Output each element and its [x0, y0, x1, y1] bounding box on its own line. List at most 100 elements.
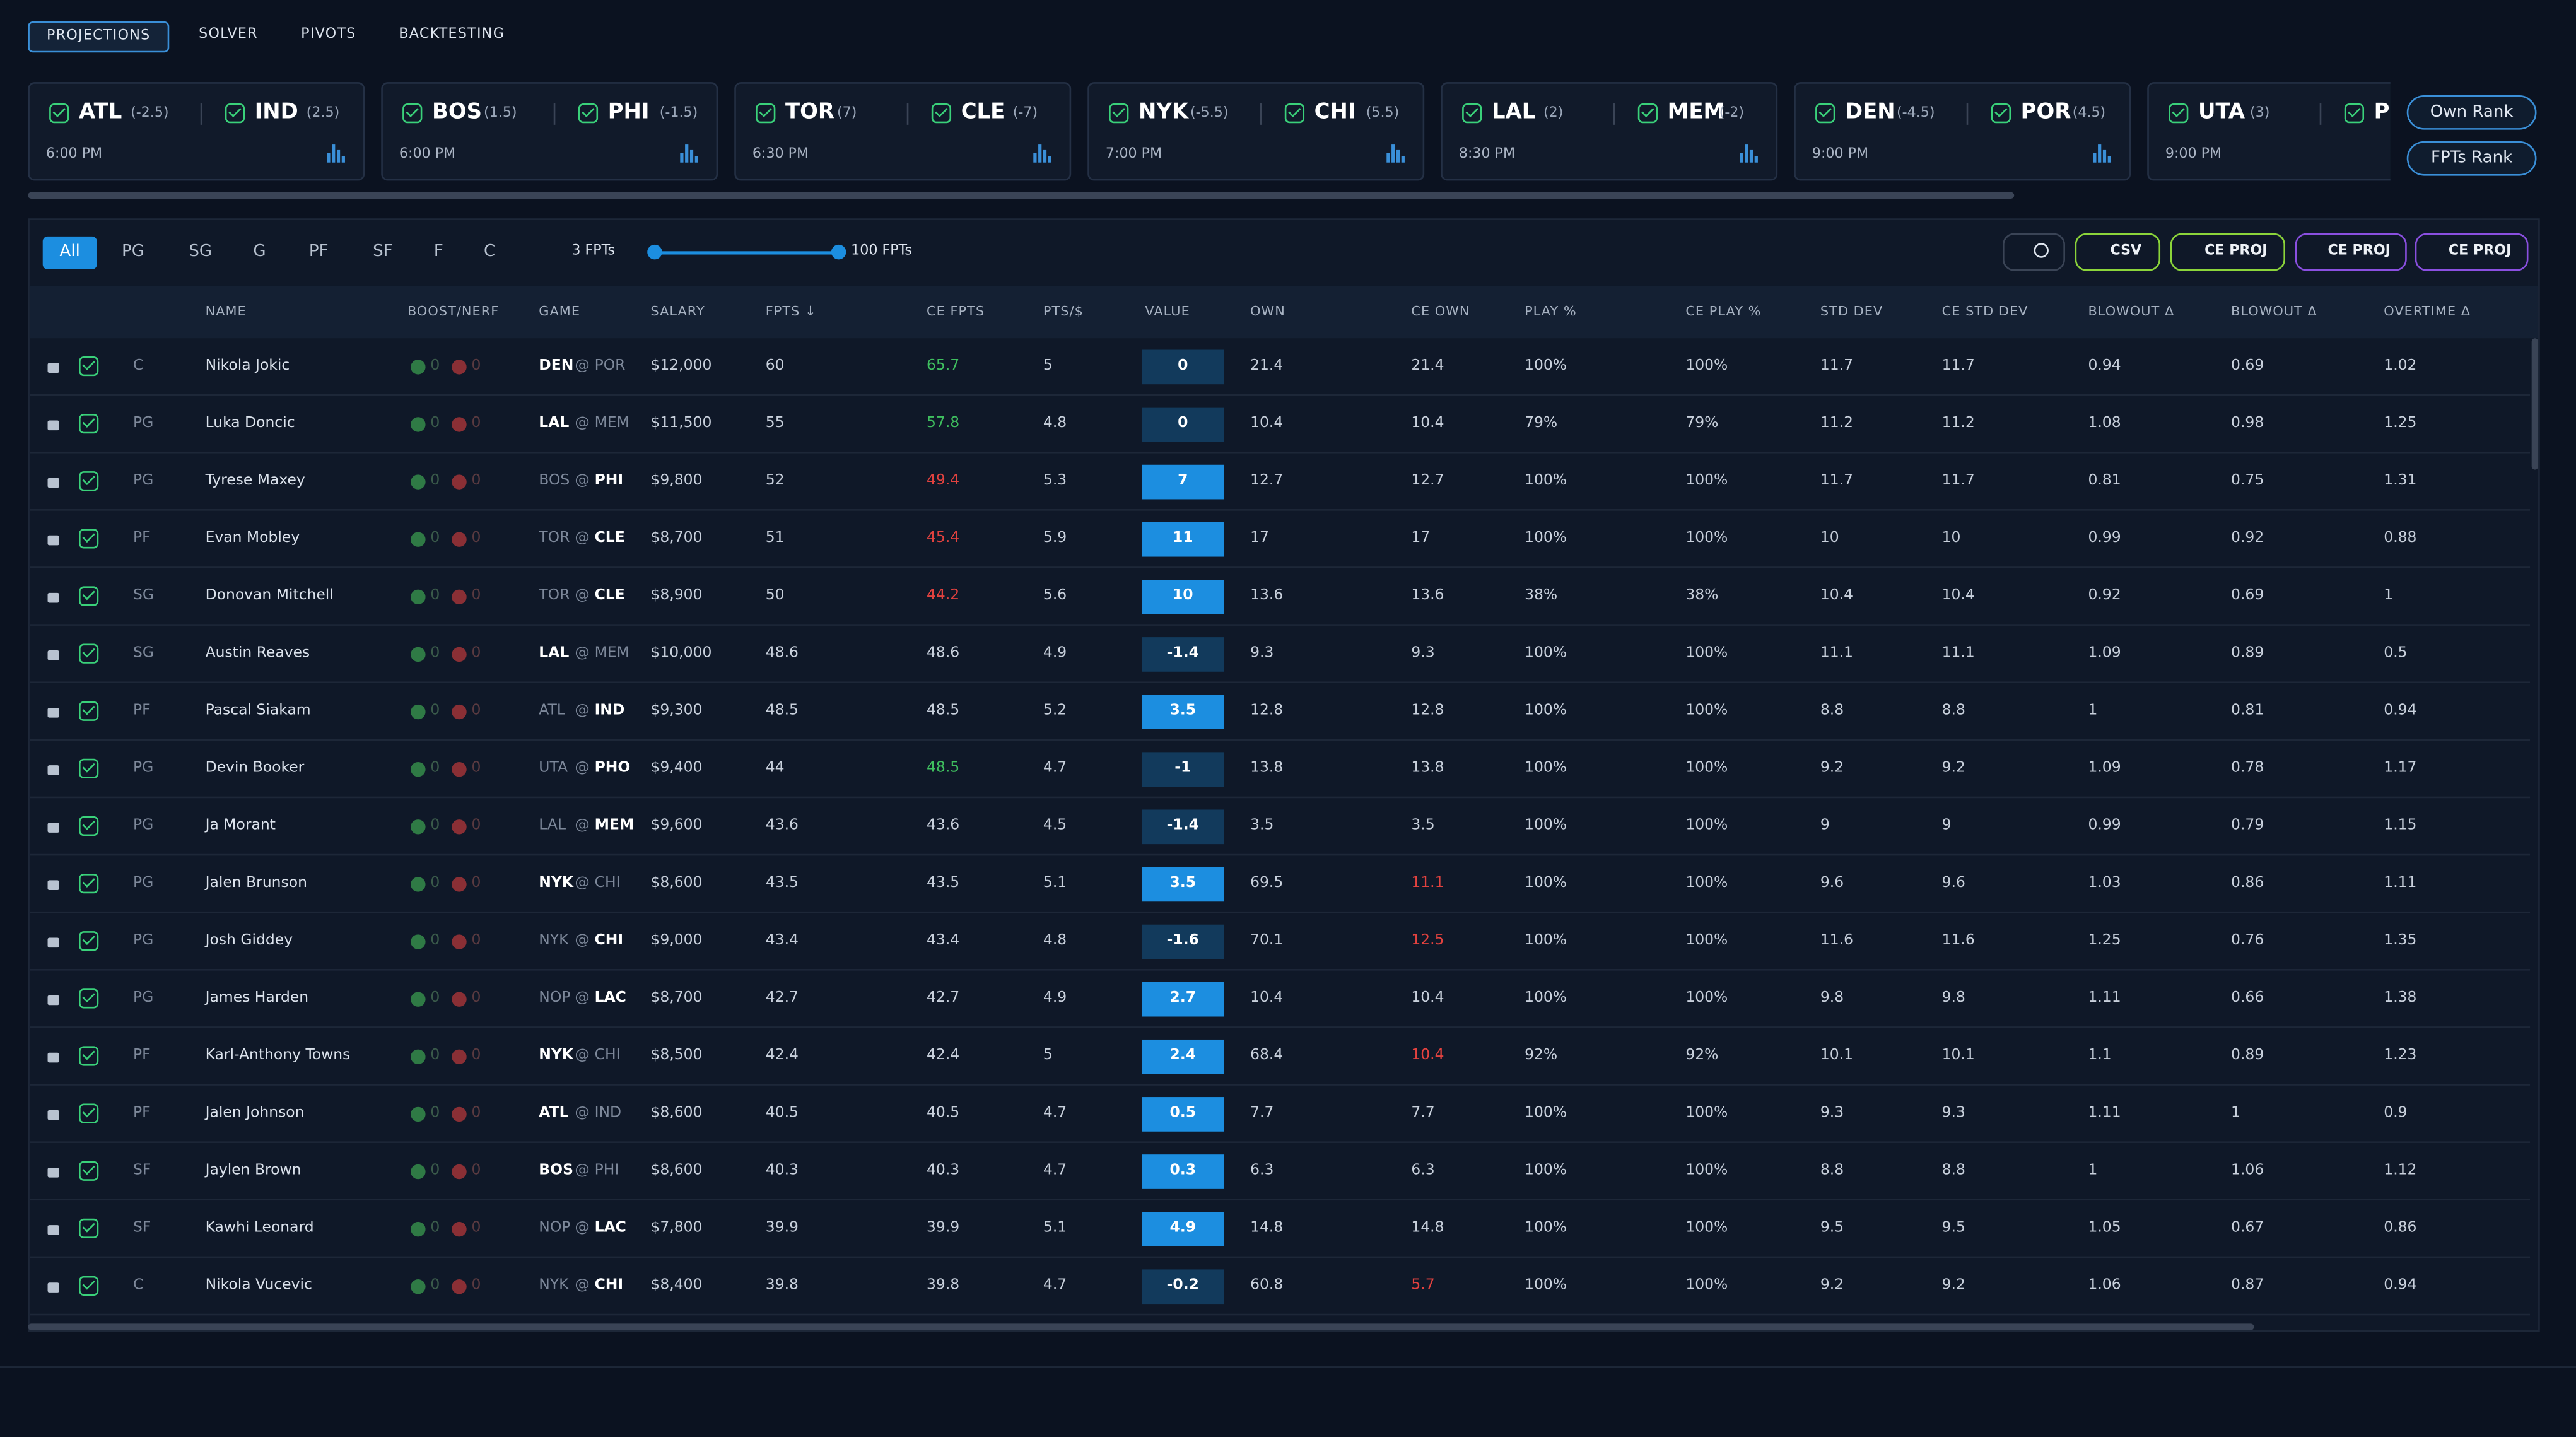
nerf-icon[interactable] [452, 934, 467, 949]
row-check[interactable] [79, 643, 99, 664]
lock-icon[interactable] [47, 592, 59, 603]
nerf-icon[interactable] [452, 819, 467, 835]
rank-button[interactable]: FPTs Rank [2406, 141, 2537, 176]
nerf-icon[interactable] [452, 589, 467, 605]
nav-tab[interactable]: PIVOTS [301, 26, 356, 43]
action-button[interactable]: CE PROJ [2170, 233, 2285, 271]
position-filter[interactable]: SF [373, 243, 393, 261]
row-check[interactable] [79, 988, 99, 1009]
row-check[interactable] [79, 816, 99, 836]
boost-icon[interactable] [411, 704, 426, 720]
boost-icon[interactable] [411, 360, 426, 375]
row-check[interactable] [79, 1218, 99, 1238]
nerf-icon[interactable] [452, 474, 467, 490]
boost-icon[interactable] [411, 819, 426, 835]
boost-icon[interactable] [411, 532, 426, 547]
lock-icon[interactable] [47, 363, 59, 373]
nerf-icon[interactable] [452, 647, 467, 662]
boost-icon[interactable] [411, 1106, 426, 1122]
row-check[interactable] [79, 471, 99, 491]
row-check[interactable] [79, 1161, 99, 1181]
row-check[interactable] [79, 701, 99, 721]
lock-icon[interactable] [47, 880, 59, 891]
lock-icon[interactable] [47, 765, 59, 775]
rank-button[interactable]: Own Rank [2406, 95, 2537, 130]
boost-icon[interactable] [411, 1221, 426, 1237]
lock-icon[interactable] [47, 1052, 59, 1063]
nerf-icon[interactable] [452, 417, 467, 432]
nerf-icon[interactable] [452, 704, 467, 720]
game-card[interactable]: UTA (3) P 9:00 PM [2147, 82, 2391, 181]
position-filter[interactable]: All [42, 236, 97, 269]
nerf-icon[interactable] [452, 1221, 467, 1237]
boost-icon[interactable] [411, 647, 426, 662]
game-card[interactable]: TOR (7) CLE (-7) 6:30 PM [734, 82, 1072, 181]
action-button[interactable]: CE PROJ [2295, 233, 2407, 271]
boost-icon[interactable] [411, 934, 426, 949]
position-filter[interactable]: F [433, 243, 443, 261]
game-card[interactable]: DEN (-4.5) POR (4.5) 9:00 PM [1794, 82, 2131, 181]
position-filter[interactable]: SG [189, 243, 213, 261]
slider-knob[interactable] [831, 244, 846, 260]
nav-tab[interactable]: BACKTESTING [399, 26, 505, 43]
nerf-icon[interactable] [452, 532, 467, 547]
boost-icon[interactable] [411, 992, 426, 1007]
game-card[interactable]: ATL (-2.5) IND (2.5) 6:00 PM [28, 82, 365, 181]
search-button[interactable] [2003, 233, 2065, 271]
position-filter[interactable]: C [484, 243, 496, 261]
boost-icon[interactable] [411, 1164, 426, 1180]
slider-track [653, 251, 840, 255]
nerf-icon[interactable] [452, 360, 467, 375]
lock-icon[interactable] [47, 937, 59, 948]
position-filter[interactable]: PF [308, 243, 329, 261]
nerf-icon[interactable] [452, 761, 467, 777]
lock-icon[interactable] [47, 823, 59, 833]
row-check[interactable] [79, 356, 99, 377]
boost-icon[interactable] [411, 474, 426, 490]
nerf-icon[interactable] [452, 877, 467, 892]
row-check[interactable] [79, 1103, 99, 1123]
game-card[interactable]: BOS (1.5) PHI (-1.5) 6:00 PM [381, 82, 718, 181]
nerf-icon[interactable] [452, 992, 467, 1007]
lock-icon[interactable] [47, 420, 59, 431]
lock-icon[interactable] [47, 535, 59, 546]
lock-icon[interactable] [47, 650, 59, 660]
row-check[interactable] [79, 529, 99, 549]
game-card[interactable]: LAL (2) MEM (-2) 8:30 PM [1441, 82, 1778, 181]
lock-icon[interactable] [47, 708, 59, 718]
row-check[interactable] [79, 414, 99, 434]
nerf-icon[interactable] [452, 1279, 467, 1294]
boost-icon[interactable] [411, 417, 426, 432]
lock-icon[interactable] [47, 1225, 59, 1235]
nerf-icon[interactable] [452, 1049, 467, 1065]
cell: 0.98 [2231, 415, 2264, 432]
game-away: NYK [539, 932, 569, 949]
row-check[interactable] [79, 874, 99, 894]
row-check[interactable] [79, 1276, 99, 1296]
position-filter[interactable]: PG [122, 243, 144, 261]
nerf-icon[interactable] [452, 1106, 467, 1122]
lock-icon[interactable] [47, 1110, 59, 1120]
boost-icon[interactable] [411, 1279, 426, 1294]
nav-tab[interactable]: SOLVER [199, 26, 258, 43]
action-button[interactable]: CSV [2075, 233, 2161, 271]
row-check[interactable] [79, 1046, 99, 1066]
boost-icon[interactable] [411, 1049, 426, 1065]
lock-icon[interactable] [47, 1168, 59, 1178]
lock-icon[interactable] [47, 478, 59, 488]
boost-icon[interactable] [411, 877, 426, 892]
boost-icon[interactable] [411, 761, 426, 777]
action-button[interactable]: CE PROJ [2415, 233, 2529, 271]
position-filter[interactable]: G [253, 243, 266, 261]
nav-tab[interactable]: PROJECTIONS [28, 21, 170, 53]
row-check[interactable] [79, 758, 99, 779]
nerf-icon[interactable] [452, 1164, 467, 1180]
boost-icon[interactable] [411, 589, 426, 605]
slider-knob[interactable] [647, 244, 662, 260]
lock-icon[interactable] [47, 995, 59, 1006]
row-check[interactable] [79, 931, 99, 951]
game-card[interactable]: NYK (-5.5) CHI (5.5) 7:00 PM [1087, 82, 1425, 181]
row-check[interactable] [79, 586, 99, 606]
game-home: MEM [594, 415, 629, 432]
lock-icon[interactable] [47, 1282, 59, 1293]
